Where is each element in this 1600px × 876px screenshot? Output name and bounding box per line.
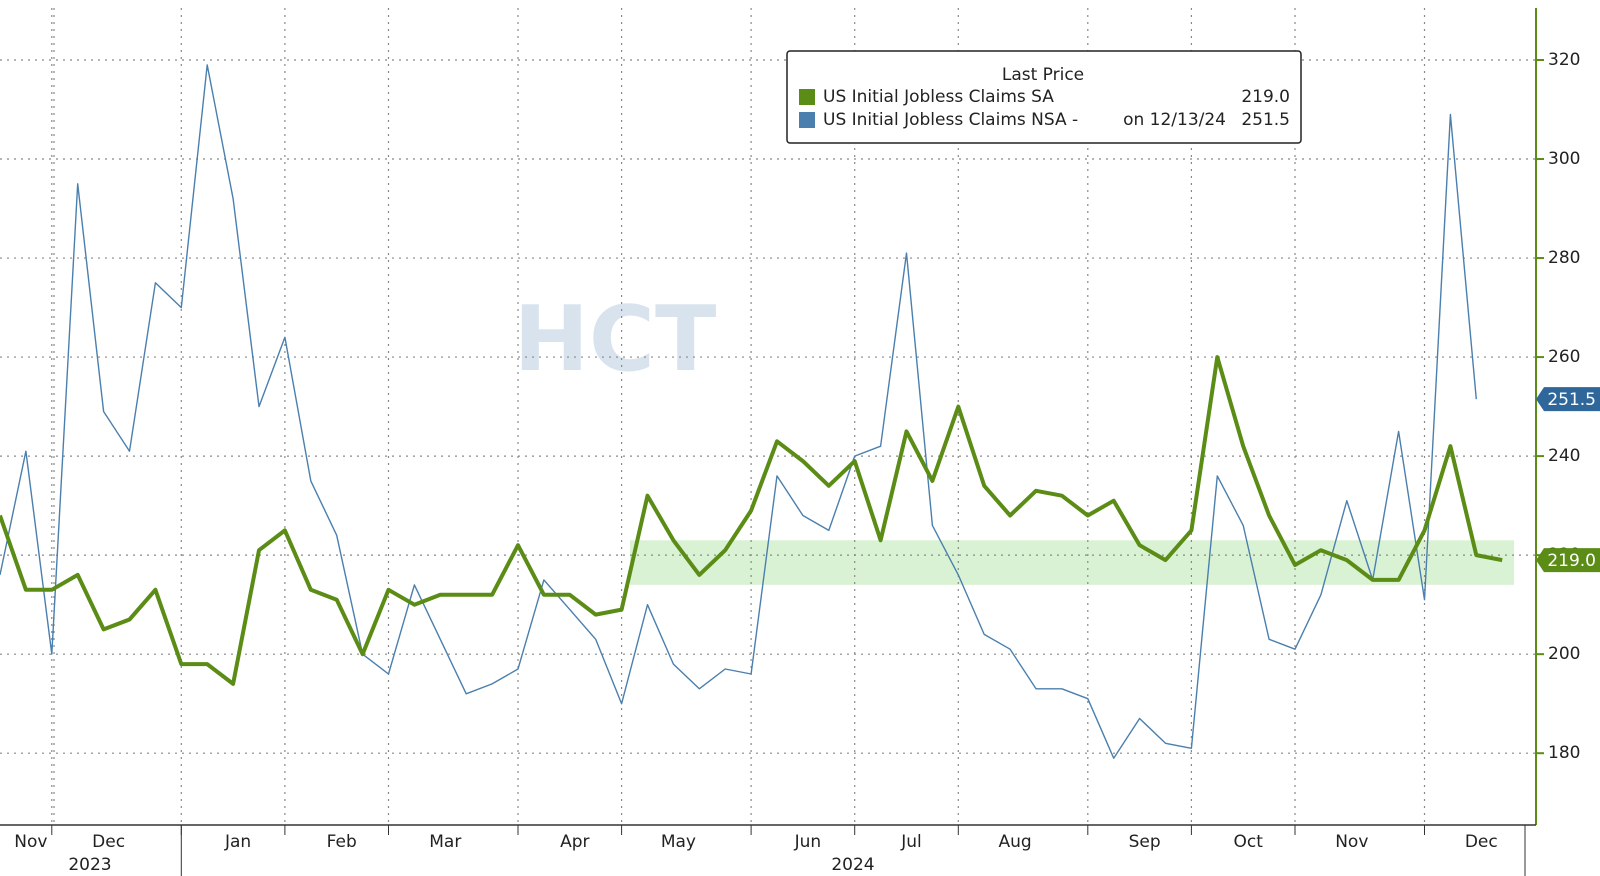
year-label: 2023 (68, 855, 111, 875)
legend: Last Price US Initial Jobless Claims SA 2… (786, 50, 1302, 144)
legend-value: 219.0 (1241, 87, 1290, 107)
y-tick-label: 200 (1548, 644, 1580, 664)
x-tick-label: Jun (794, 832, 822, 852)
legend-label: US Initial Jobless Claims NSA - (823, 110, 1078, 130)
plot-area (0, 8, 1544, 876)
legend-note: on 12/13/24 (1123, 110, 1226, 130)
year-label: 2024 (831, 855, 874, 875)
x-tick-label: Nov (14, 832, 47, 852)
x-tick-label: Dec (1465, 832, 1498, 852)
y-tick-label: 280 (1548, 248, 1580, 268)
x-tick-label: Aug (998, 832, 1031, 852)
watermark: HCT (514, 287, 717, 392)
legend-box (786, 50, 1302, 144)
value-tag-label: 251.5 (1547, 390, 1596, 410)
y-tick-label: 240 (1548, 446, 1580, 466)
legend-label: US Initial Jobless Claims SA (823, 87, 1054, 107)
x-tick-label: Jul (900, 832, 922, 852)
series-line (0, 355, 1503, 686)
legend-swatch (799, 112, 815, 128)
legend-title: Last Price (1002, 65, 1084, 85)
y-tick-label: 180 (1548, 743, 1580, 763)
x-tick-label: Jan (224, 832, 251, 852)
value-tag (1536, 387, 1600, 412)
x-tick-label: Dec (92, 832, 125, 852)
y-tick-label: 320 (1548, 50, 1580, 70)
x-tick-label: Mar (429, 832, 461, 852)
value-tag (1536, 548, 1600, 573)
x-tick-label: Feb (327, 832, 357, 852)
y-tick-label: 300 (1548, 149, 1580, 169)
x-tick-label: Oct (1233, 832, 1263, 852)
x-tick-label: Sep (1129, 832, 1161, 852)
legend-value: 251.5 (1241, 110, 1290, 130)
series-line (0, 64, 1477, 759)
value-tag-label: 219.0 (1547, 551, 1596, 571)
x-tick-label: May (661, 832, 696, 852)
y-tick-label: 260 (1548, 347, 1580, 367)
legend-swatch (799, 89, 815, 105)
x-tick-label: Apr (560, 832, 589, 852)
x-tick-label: Nov (1335, 832, 1368, 852)
